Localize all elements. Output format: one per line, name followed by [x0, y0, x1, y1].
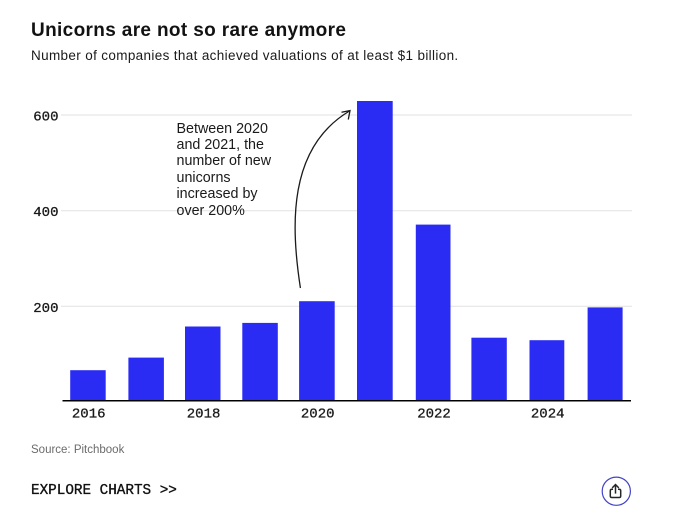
svg-text:400: 400: [33, 205, 58, 221]
svg-text:600: 600: [33, 110, 58, 126]
svg-text:2016: 2016: [72, 407, 106, 423]
svg-text:2024: 2024: [531, 407, 565, 423]
svg-text:2018: 2018: [187, 407, 221, 423]
svg-text:2020: 2020: [301, 407, 335, 423]
svg-text:2022: 2022: [417, 407, 451, 423]
svg-text:200: 200: [33, 301, 58, 317]
